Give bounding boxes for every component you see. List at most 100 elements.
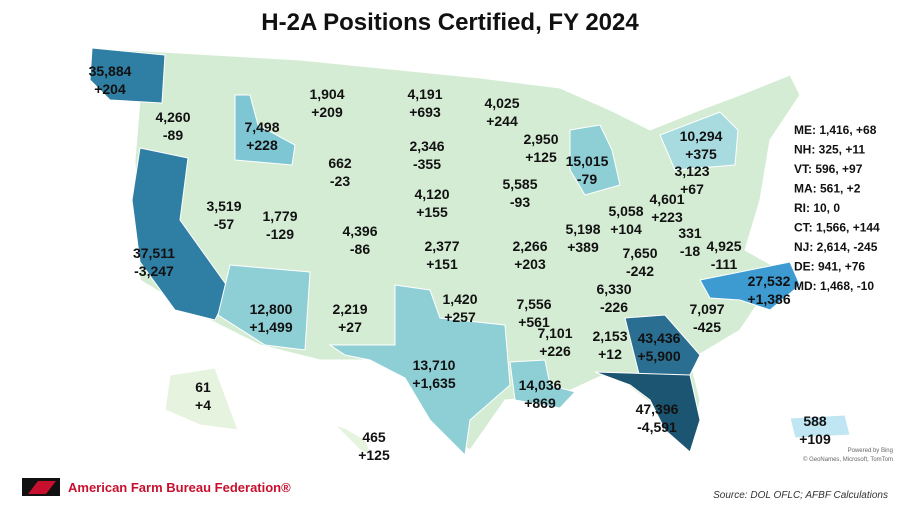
state-change: +67 bbox=[680, 181, 704, 197]
state-ca bbox=[131, 147, 231, 321]
state-change: +1,635 bbox=[412, 375, 455, 391]
state-count: 15,015 bbox=[566, 153, 609, 169]
state-change: +561 bbox=[518, 314, 550, 330]
state-count: 331 bbox=[678, 225, 702, 241]
state-change: +869 bbox=[524, 395, 556, 411]
title: H-2A Positions Certified, FY 2024 bbox=[261, 9, 639, 36]
state-change: +375 bbox=[685, 146, 717, 162]
credit: © GeoNames, Microsoft, TomTom bbox=[803, 456, 893, 463]
state-change: -3,247 bbox=[134, 263, 174, 279]
state-count: 6,330 bbox=[596, 281, 631, 297]
sidebar-entry: ME: 1,416, +68 bbox=[794, 123, 877, 137]
state-change: -226 bbox=[600, 299, 628, 315]
state-labels: 35,884 +204 4,260 -89 7,498 +228 1,904 +209 4,19… bbox=[89, 63, 831, 463]
state-count: 2,950 bbox=[523, 131, 558, 147]
state-count: 2,377 bbox=[424, 238, 459, 254]
state-change: -23 bbox=[330, 173, 350, 189]
state-count: 13,710 bbox=[413, 357, 456, 373]
state-count: 4,120 bbox=[414, 186, 449, 202]
state-count: 5,198 bbox=[565, 221, 600, 237]
state-change: +125 bbox=[525, 149, 557, 165]
state-count: 2,346 bbox=[409, 138, 444, 154]
state-tx bbox=[328, 284, 511, 457]
territory-pr bbox=[789, 414, 851, 439]
state-count: 2,266 bbox=[512, 238, 547, 254]
state-change: +257 bbox=[444, 309, 476, 325]
state-ga bbox=[624, 314, 701, 379]
sidebar: ME: 1,416, +68 NH: 325, +11 VT: 596, +97 MA… bbox=[794, 123, 880, 293]
sidebar-entry: NH: 325, +11 bbox=[794, 143, 865, 157]
state-count: 61 bbox=[195, 379, 211, 395]
state-change: +693 bbox=[409, 104, 441, 120]
state-count: 12,800 bbox=[250, 301, 293, 317]
state-count: 662 bbox=[328, 155, 352, 171]
state-count: 7,556 bbox=[516, 296, 551, 312]
state-change: -355 bbox=[413, 156, 441, 172]
state-change: +203 bbox=[514, 256, 546, 272]
state-wa bbox=[89, 47, 166, 104]
state-change: +244 bbox=[486, 113, 518, 129]
state-change: -242 bbox=[626, 263, 654, 279]
state-change: +226 bbox=[539, 343, 571, 359]
state-change: +223 bbox=[651, 209, 683, 225]
state-count: 4,601 bbox=[649, 191, 684, 207]
sidebar-entry: DE: 941, +76 bbox=[794, 260, 865, 274]
state-count: 7,097 bbox=[689, 301, 724, 317]
sidebar-entry: VT: 596, +97 bbox=[794, 162, 863, 176]
state-change: +389 bbox=[567, 239, 599, 255]
state-count: 4,260 bbox=[155, 109, 190, 125]
state-change: -4,591 bbox=[637, 419, 677, 435]
state-fl bbox=[594, 371, 701, 453]
state-change: +155 bbox=[416, 204, 448, 220]
source: Source: DOL OFLC; AFBF Calculations bbox=[713, 490, 888, 501]
state-az bbox=[217, 264, 311, 351]
state-change: +204 bbox=[94, 81, 126, 97]
credit: Powered by Bing bbox=[848, 448, 893, 454]
state-change: +151 bbox=[426, 256, 458, 272]
state-count: 5,058 bbox=[608, 203, 643, 219]
sidebar-entry: NJ: 2,614, -245 bbox=[794, 240, 878, 254]
state-count: 7,498 bbox=[244, 119, 279, 135]
state-count: 1,779 bbox=[262, 208, 297, 224]
state-change: +5,900 bbox=[637, 348, 680, 364]
state-count: 1,420 bbox=[442, 291, 477, 307]
state-count: 1,904 bbox=[309, 86, 344, 102]
state-count: 3,519 bbox=[206, 198, 241, 214]
state-change: -129 bbox=[266, 226, 294, 242]
state-count: 37,511 bbox=[133, 245, 175, 261]
state-count: 43,436 bbox=[638, 330, 681, 346]
state-count: 4,191 bbox=[407, 86, 442, 102]
state-count: 4,025 bbox=[484, 95, 519, 111]
sidebar-entry: CT: 1,566, +144 bbox=[794, 221, 880, 235]
state-ny bbox=[659, 111, 739, 171]
state-count: 2,153 bbox=[592, 328, 627, 344]
state-change: -79 bbox=[577, 171, 597, 187]
state-change: -93 bbox=[510, 194, 530, 210]
state-count: 5,585 bbox=[502, 176, 537, 192]
state-change: +104 bbox=[610, 221, 642, 237]
state-nc bbox=[699, 261, 801, 311]
state-change: -111 bbox=[711, 256, 738, 272]
sidebar-entry: MA: 561, +2 bbox=[794, 182, 861, 196]
state-change: -18 bbox=[680, 243, 700, 259]
state-change: -86 bbox=[350, 241, 370, 257]
state-change: -57 bbox=[214, 216, 234, 232]
state-change: +109 bbox=[799, 431, 831, 447]
logo: American Farm Bureau Federation® bbox=[22, 478, 291, 496]
state-count: 465 bbox=[362, 429, 386, 445]
state-count: 588 bbox=[803, 413, 827, 429]
state-change: +12 bbox=[598, 346, 622, 362]
state-count: 4,396 bbox=[342, 223, 377, 239]
state-change: +1,386 bbox=[747, 291, 790, 307]
state-id bbox=[234, 94, 296, 166]
logo-mark bbox=[28, 481, 56, 494]
state-count: 10,294 bbox=[680, 128, 723, 144]
state-count: 7,650 bbox=[622, 245, 657, 261]
state-change: +228 bbox=[246, 137, 278, 153]
state-count: 4,925 bbox=[706, 238, 741, 254]
sidebar-entry: MD: 1,468, -10 bbox=[794, 279, 874, 293]
state-change: +209 bbox=[311, 104, 343, 120]
sidebar-entry: RI: 10, 0 bbox=[794, 201, 840, 215]
state-count: 35,884 bbox=[89, 63, 132, 79]
